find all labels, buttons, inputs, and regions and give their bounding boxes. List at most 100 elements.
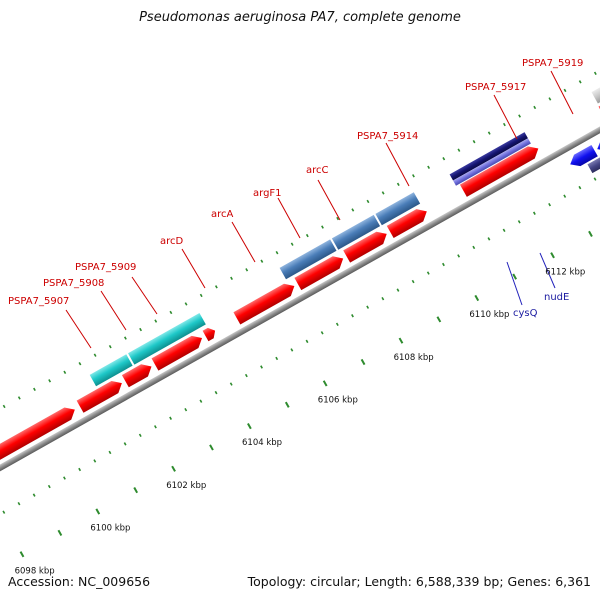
gene-label[interactable]: argF1: [253, 188, 282, 199]
cds-arrow[interactable]: [121, 360, 155, 388]
leader-line: [550, 70, 574, 115]
tick-mark: [169, 416, 173, 420]
scale-label: 6104 kbp: [242, 438, 282, 448]
gene-arrow-blue[interactable]: [567, 144, 598, 170]
gene-label[interactable]: cysQ: [513, 308, 538, 319]
tick-mark: [184, 408, 188, 412]
tick-mark: [396, 182, 400, 187]
scale-label: 6112 kbp: [545, 267, 585, 277]
gene-box-steel[interactable]: [279, 239, 337, 280]
tick-mark: [442, 262, 445, 267]
gene-label[interactable]: PSPA7_5909: [75, 262, 136, 273]
gene-label[interactable]: arcC: [306, 165, 329, 176]
tick-mark: [396, 288, 400, 292]
scale-tick: [588, 230, 593, 238]
tick-mark: [517, 220, 521, 224]
tick-mark: [336, 216, 340, 221]
tick-mark: [427, 165, 431, 169]
label-leader-lines: [65, 70, 574, 349]
tick-mark: [153, 425, 157, 429]
cds-arrow[interactable]: [151, 332, 206, 371]
tick-mark: [230, 276, 233, 281]
tick-mark: [47, 484, 51, 489]
cds-arrow[interactable]: [459, 142, 542, 197]
tick-mark: [93, 459, 97, 463]
tick-mark: [78, 467, 82, 472]
tick-mark: [214, 390, 218, 395]
scale-tick: [436, 316, 442, 323]
tick-mark: [305, 233, 309, 238]
tick-mark: [154, 319, 158, 323]
tick-mark: [548, 203, 551, 207]
scale-label: 6106 kbp: [318, 396, 358, 406]
cds-arrow[interactable]: [343, 228, 390, 263]
gene-box-cyan[interactable]: [128, 313, 206, 365]
tick-mark: [108, 344, 112, 349]
cds-arrow[interactable]: [76, 377, 126, 413]
leader-line: [317, 179, 341, 221]
gene-label[interactable]: PSPA7_5914: [357, 131, 418, 142]
tick-mark: [548, 97, 552, 101]
leader-line: [493, 94, 518, 140]
gene-label[interactable]: PSPA7_5917: [465, 82, 526, 93]
cds-forward-track: [0, 97, 600, 470]
gene-label[interactable]: PSPA7_5919: [522, 58, 583, 69]
scale-tick: [19, 551, 25, 558]
tick-mark: [502, 122, 506, 127]
tick-mark: [260, 259, 264, 263]
tick-mark: [518, 114, 521, 118]
tick-mark: [17, 396, 21, 400]
tick-mark: [2, 510, 6, 514]
tick-mark: [502, 228, 506, 233]
gene-label[interactable]: arcD: [160, 236, 184, 247]
tick-mark: [17, 501, 21, 506]
tick-mark: [593, 71, 597, 76]
gene-label[interactable]: nudE: [544, 292, 569, 303]
tick-mark: [381, 191, 385, 195]
tick-mark: [138, 433, 142, 438]
gene-box-steel[interactable]: [375, 192, 421, 226]
tick-mark: [578, 80, 582, 84]
gene-box-slate[interactable]: [587, 144, 600, 174]
feature-reverse-track: [567, 131, 600, 174]
tick-mark: [457, 254, 461, 258]
tick-mark: [244, 373, 248, 378]
tick-mark: [321, 225, 324, 229]
outer-tick-row: [2, 71, 597, 409]
gene-box-lightgray[interactable]: [591, 78, 600, 104]
gene-label-layer: PSPA7_5907 PSPA7_5908 PSPA7_5909 arcD ar…: [8, 58, 583, 319]
gene-label[interactable]: arcA: [211, 209, 234, 220]
cds-arrow[interactable]: [294, 252, 346, 291]
leader-line: [506, 261, 523, 306]
tick-mark: [63, 476, 66, 480]
gene-box-cyan[interactable]: [89, 354, 133, 387]
gene-label[interactable]: PSPA7_5908: [43, 278, 104, 289]
scale-tick: [550, 252, 555, 259]
genome-backbone: [0, 51, 600, 548]
tick-mark: [578, 185, 582, 190]
cds-arrow[interactable]: [386, 205, 430, 239]
inner-tick-row: [2, 177, 597, 514]
leader-line: [231, 221, 256, 263]
tick-mark: [123, 336, 127, 340]
cds-arrow-small[interactable]: [202, 325, 218, 342]
tick-mark: [563, 194, 567, 198]
tick-mark: [199, 293, 203, 298]
gene-box-steel[interactable]: [331, 214, 381, 250]
cds-arrow[interactable]: [0, 404, 78, 470]
tick-mark: [123, 442, 127, 446]
tick-mark: [290, 242, 294, 246]
tick-mark: [472, 139, 476, 144]
tick-mark: [366, 199, 370, 204]
cds-arrow[interactable]: [233, 280, 297, 325]
gene-box-violet[interactable]: [453, 138, 531, 186]
tick-mark: [78, 362, 82, 366]
scale-tick: [209, 444, 214, 451]
gene-label[interactable]: PSPA7_5907: [8, 296, 69, 307]
tick-mark: [351, 314, 354, 318]
tick-mark: [426, 271, 430, 275]
tick-mark: [139, 327, 143, 332]
gene-box-navy[interactable]: [449, 132, 528, 181]
scale-tick: [474, 294, 480, 302]
